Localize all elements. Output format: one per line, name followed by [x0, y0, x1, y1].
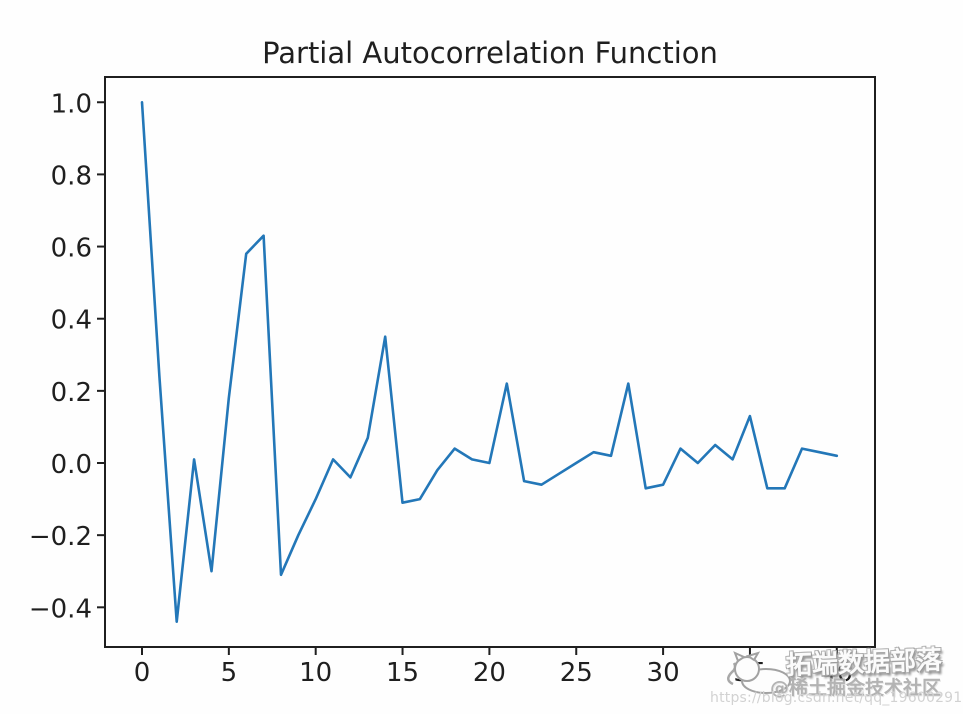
x-tick-label: 40 [820, 658, 853, 688]
x-tick-label: 5 [221, 658, 238, 688]
x-tick-label: 0 [134, 658, 151, 688]
y-tick-label: −0.4 [29, 594, 92, 624]
x-tick-label: 10 [299, 658, 332, 688]
y-tick-label: 0.4 [51, 306, 92, 336]
chart-title: Partial Autocorrelation Function [262, 36, 718, 70]
pacf-line [140, 101, 839, 624]
x-tick-label: 30 [647, 658, 680, 688]
x-tick-label: 35 [733, 658, 766, 688]
y-tick-label: 0.6 [51, 234, 92, 264]
y-tick-label: 1.0 [51, 89, 92, 119]
x-tick-label: 20 [473, 658, 506, 688]
y-tick-label: 0.8 [51, 161, 92, 191]
axes-frame [104, 76, 876, 648]
y-tick-label: −0.2 [29, 522, 92, 552]
x-tick-label: 25 [560, 658, 593, 688]
y-tick-label: 0.2 [51, 378, 92, 408]
x-tick-label: 15 [386, 658, 419, 688]
y-tick-label: 0.0 [51, 450, 92, 480]
